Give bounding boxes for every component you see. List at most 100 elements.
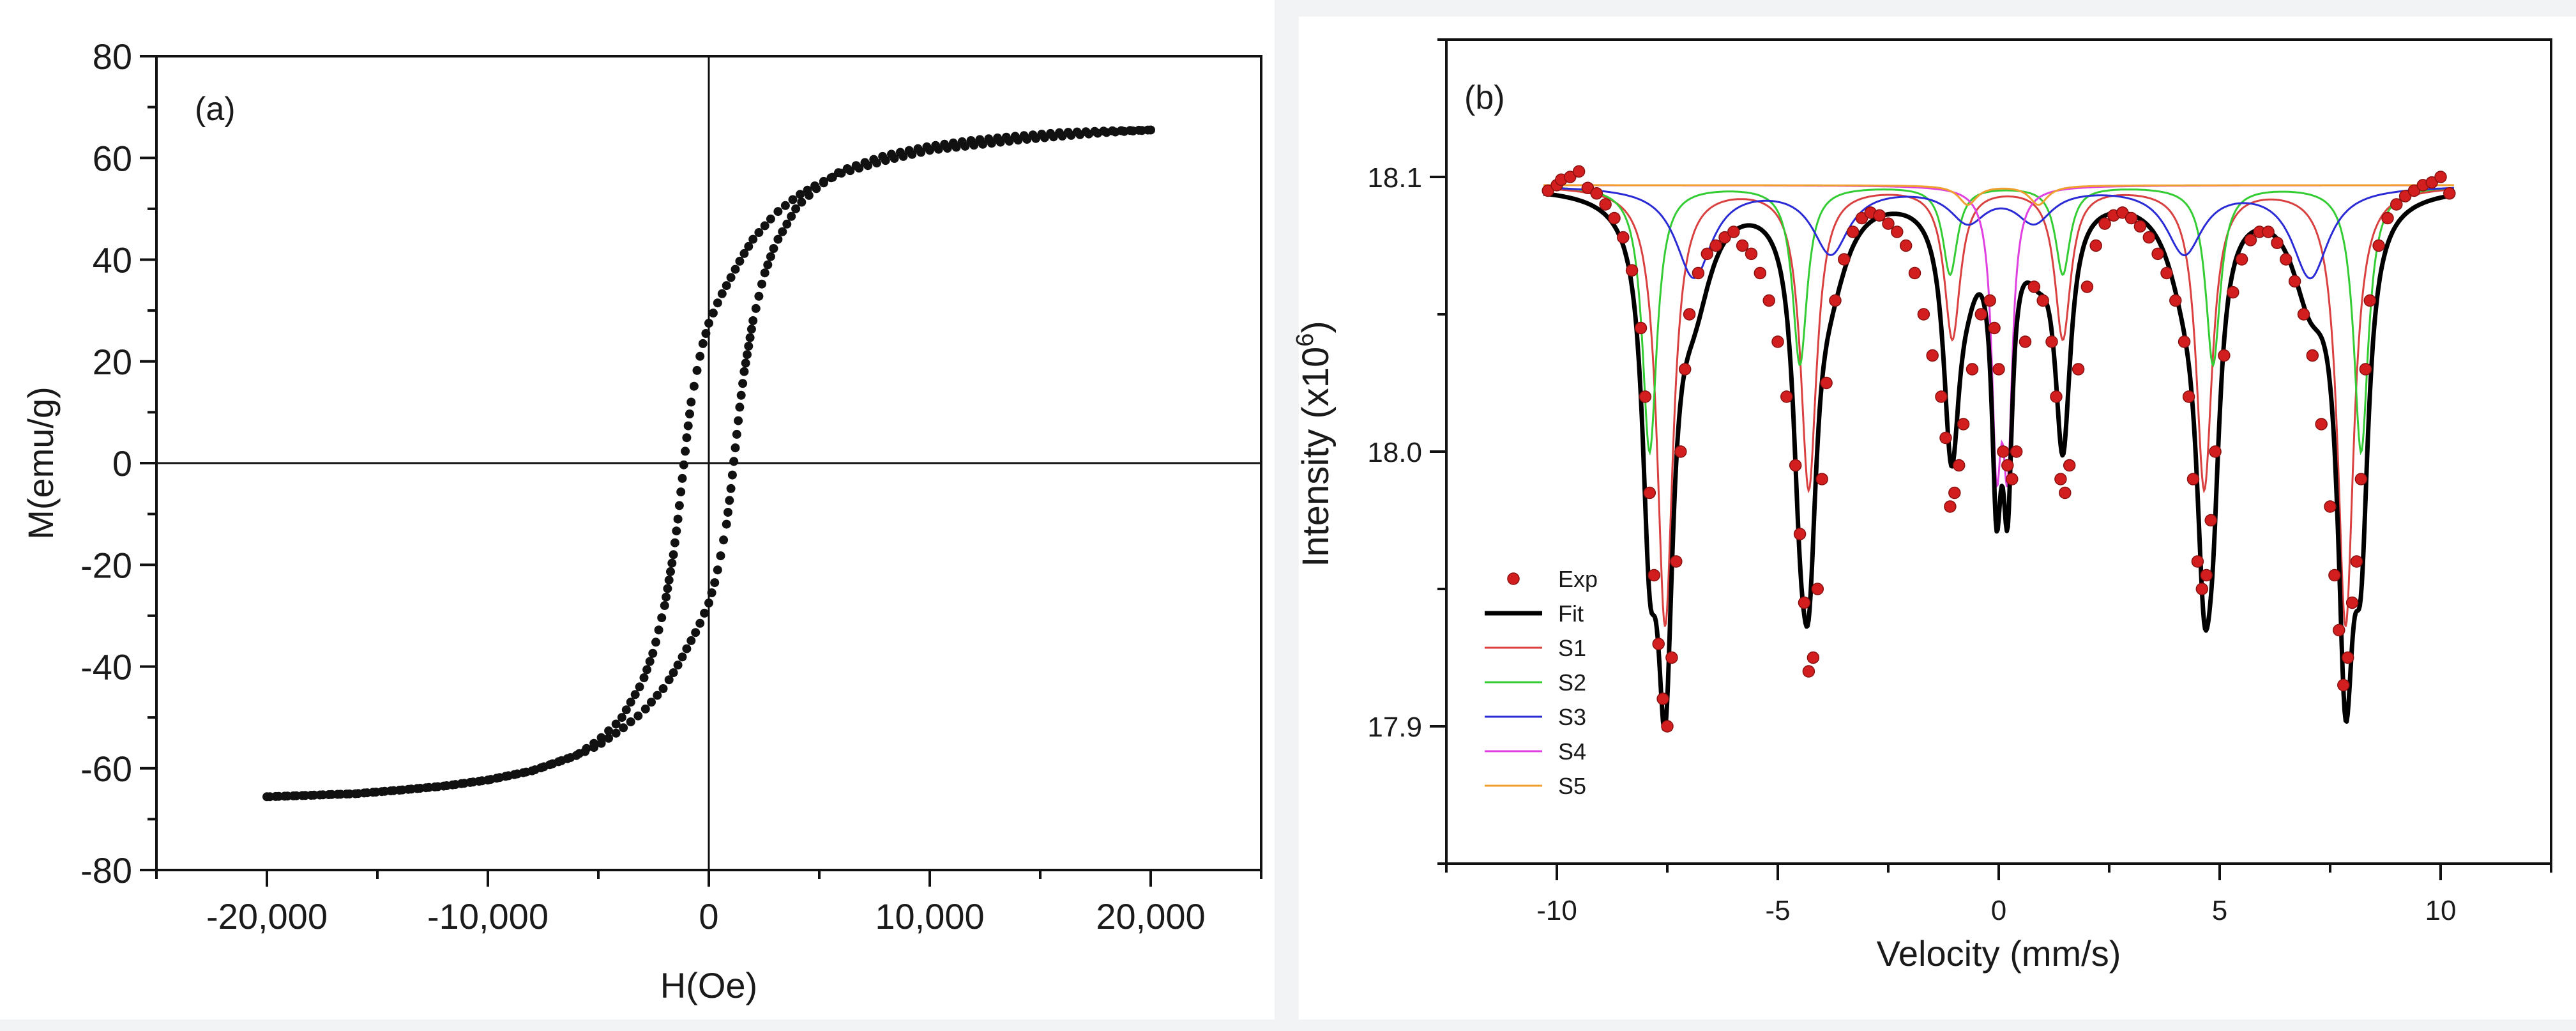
exp-point [1634, 321, 1648, 335]
loop-point [466, 777, 475, 787]
exp-point [1701, 247, 1714, 261]
loop-point [298, 791, 307, 800]
x-axis-label: Velocity (mm/s) [1877, 933, 2121, 974]
loop-point [834, 168, 843, 178]
loop-point [948, 138, 958, 148]
loop-point [413, 784, 422, 793]
loop-point [731, 443, 740, 453]
exp-point [1966, 363, 1979, 376]
loop-point [922, 142, 932, 151]
y-tick-label: -60 [80, 749, 132, 789]
loop-point [682, 433, 692, 443]
exp-point [2244, 234, 2257, 247]
exp-point [2169, 294, 2182, 307]
loop-point [860, 158, 870, 167]
loop-point [666, 567, 675, 576]
exp-point [2050, 390, 2063, 403]
loop-point [773, 234, 783, 244]
loop-point [648, 648, 658, 658]
loop-point [651, 638, 660, 647]
legend-label-s1: S1 [1558, 635, 1586, 661]
loop-point [780, 201, 790, 210]
loop-point [626, 698, 635, 707]
x-tick-label: 10,000 [875, 896, 984, 936]
legend-exp-marker [1507, 572, 1520, 585]
loop-point [678, 652, 687, 662]
exp-point [2209, 445, 2222, 458]
loop-point [682, 644, 692, 653]
loop-point [717, 289, 727, 298]
exp-point [2398, 190, 2412, 202]
exp-point [1952, 459, 1966, 472]
loop-point [724, 508, 732, 517]
loop-point [324, 790, 333, 799]
loop-point [704, 319, 713, 328]
loop-point [700, 608, 709, 618]
exp-point [1736, 239, 1749, 252]
x-tick-label: -10 [1536, 895, 1577, 926]
loop-point [619, 723, 628, 733]
exp-point [2288, 275, 2301, 288]
loop-point [617, 713, 626, 722]
loop-point [660, 601, 669, 610]
loop-point [642, 665, 652, 675]
exp-point [1780, 390, 1793, 403]
loop-point [439, 781, 448, 791]
exp-point [2160, 266, 2173, 280]
loop-point [738, 379, 748, 388]
legend-exp-label: Exp [1558, 566, 1598, 592]
exp-point [1855, 211, 1868, 225]
exp-point [1935, 390, 1948, 403]
loop-point [536, 763, 545, 772]
loop-point [621, 705, 631, 715]
loop-point [716, 551, 725, 561]
loop-point [695, 618, 705, 628]
loop-point [940, 139, 950, 149]
loop-point [633, 711, 643, 721]
loop-point [673, 514, 683, 524]
y-tick-label: 17.9 [1367, 712, 1422, 743]
exp-point [1974, 308, 1988, 321]
exp-point [2434, 171, 2447, 183]
loop-point [1037, 130, 1047, 139]
legend-label-s3: S3 [1558, 704, 1586, 730]
loop-point [1001, 132, 1011, 142]
loop-point [744, 341, 754, 351]
loop-point [457, 779, 466, 788]
loop-point [1116, 126, 1126, 135]
loop-point [743, 350, 752, 360]
loop-point [704, 599, 713, 607]
panel-label: (a) [195, 91, 236, 128]
exp-point [2001, 459, 2014, 472]
y-tick-label: -80 [80, 850, 132, 890]
exp-point [1674, 445, 1687, 458]
exp-point [2280, 253, 2292, 266]
loop-point [698, 339, 708, 348]
loop-point [751, 303, 761, 313]
legend: Exp Fit S1 S2 S3 S4 S5 [1485, 566, 1598, 799]
loop-point [1028, 130, 1038, 140]
exp-point [1617, 231, 1630, 244]
loop-point [527, 766, 537, 775]
exp-point [2200, 569, 2213, 582]
loop-point [1081, 127, 1091, 137]
exp-point [2125, 211, 2138, 225]
loop-point [596, 738, 606, 748]
x-tick-label: 20,000 [1096, 896, 1205, 936]
x-tick-label: 5 [2212, 895, 2227, 926]
loop-point [754, 228, 764, 237]
loop-point [993, 134, 1003, 142]
y-tick-label: 80 [93, 36, 132, 77]
exp-point [1992, 363, 2005, 376]
exp-point [2359, 363, 2372, 376]
component-s1 [1543, 187, 2454, 627]
loop-point [669, 550, 678, 560]
exp-point [1625, 264, 1639, 277]
loop-point [386, 786, 395, 796]
exp-point [1882, 217, 1895, 230]
loop-point [667, 558, 677, 568]
exp-point [2443, 187, 2456, 200]
exp-point [1643, 486, 1656, 500]
x-tick-label: -10,000 [427, 896, 549, 936]
loop-point [672, 526, 681, 536]
